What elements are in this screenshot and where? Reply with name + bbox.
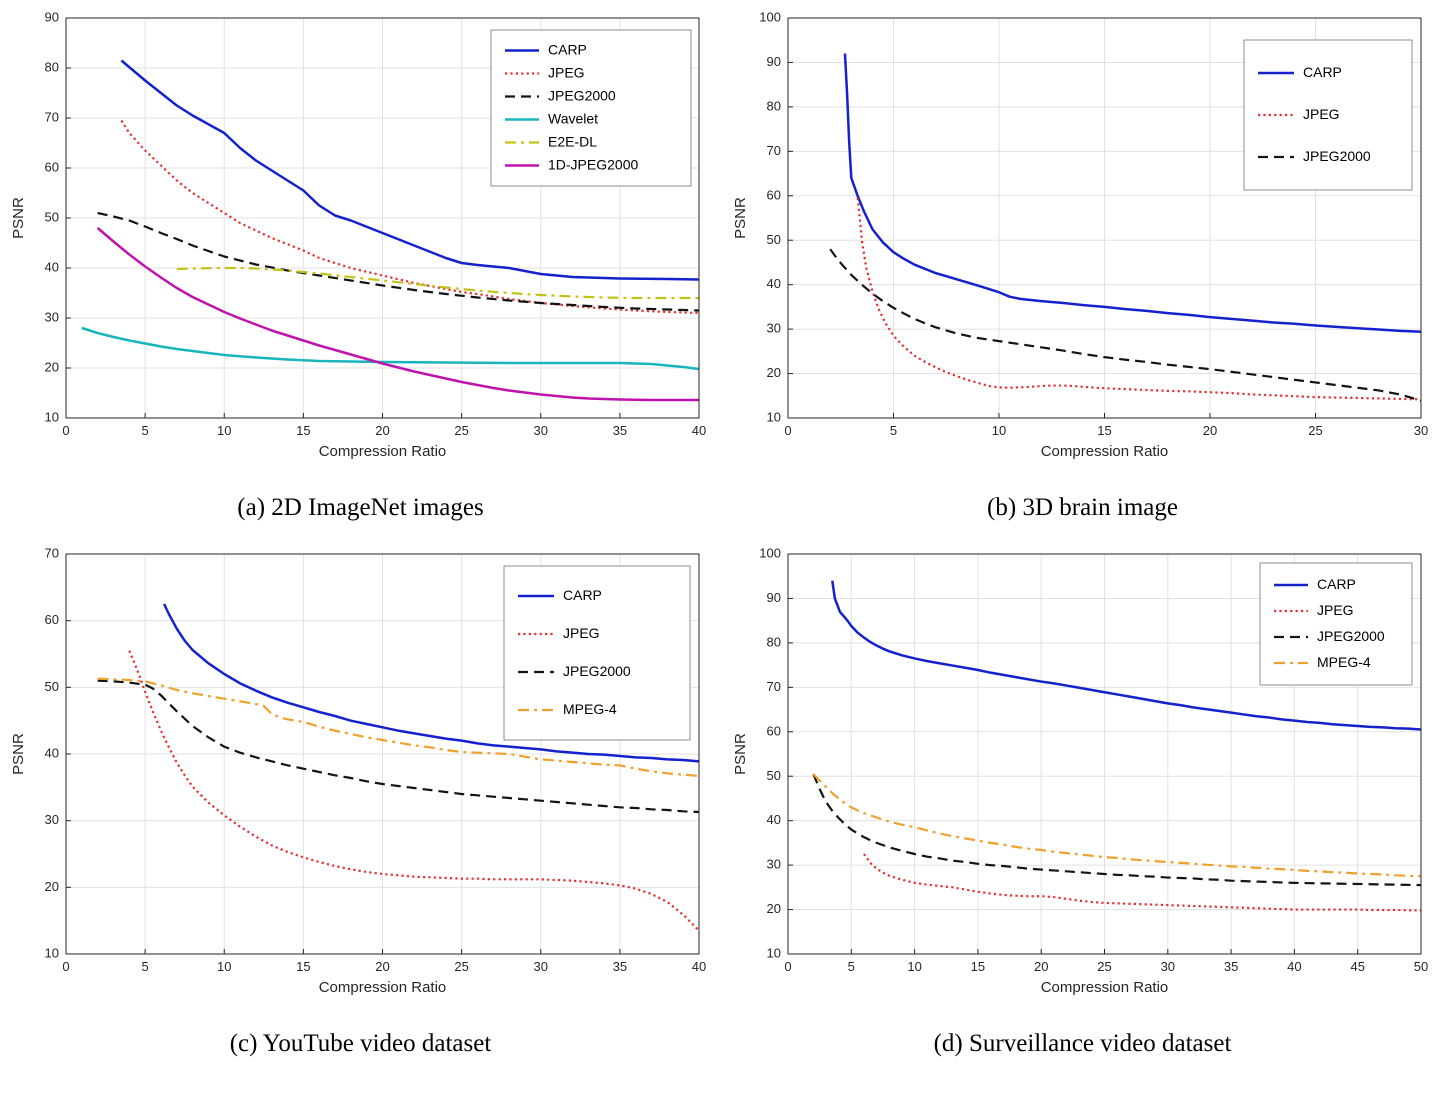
chart-caption-a: (a) 2D ImageNet images (237, 494, 484, 521)
chart-caption-c: (c) YouTube video dataset (229, 1030, 492, 1057)
chart-2d-imagenet: (a) 2D ImageNet images (8, 6, 713, 538)
chart-canvas-3d-brain (730, 6, 1435, 468)
chart-caption-d: (d) Surveillance video dataset (933, 1030, 1232, 1057)
chart-3d-brain: (b) 3D brain image (730, 6, 1435, 538)
chart-surveillance-video: (d) Surveillance video dataset (730, 542, 1435, 1074)
chart-canvas-2d-imagenet (8, 6, 713, 468)
chart-youtube-video: (c) YouTube video dataset (8, 542, 713, 1074)
figure-page: (a) 2D ImageNet images (b) 3D brain imag… (8, 6, 1435, 1074)
figure-grid: (a) 2D ImageNet images (b) 3D brain imag… (8, 6, 1435, 1074)
chart-canvas-youtube-video (8, 542, 713, 1004)
chart-canvas-surveillance-video (730, 542, 1435, 1004)
chart-caption-b: (b) 3D brain image (987, 494, 1178, 521)
